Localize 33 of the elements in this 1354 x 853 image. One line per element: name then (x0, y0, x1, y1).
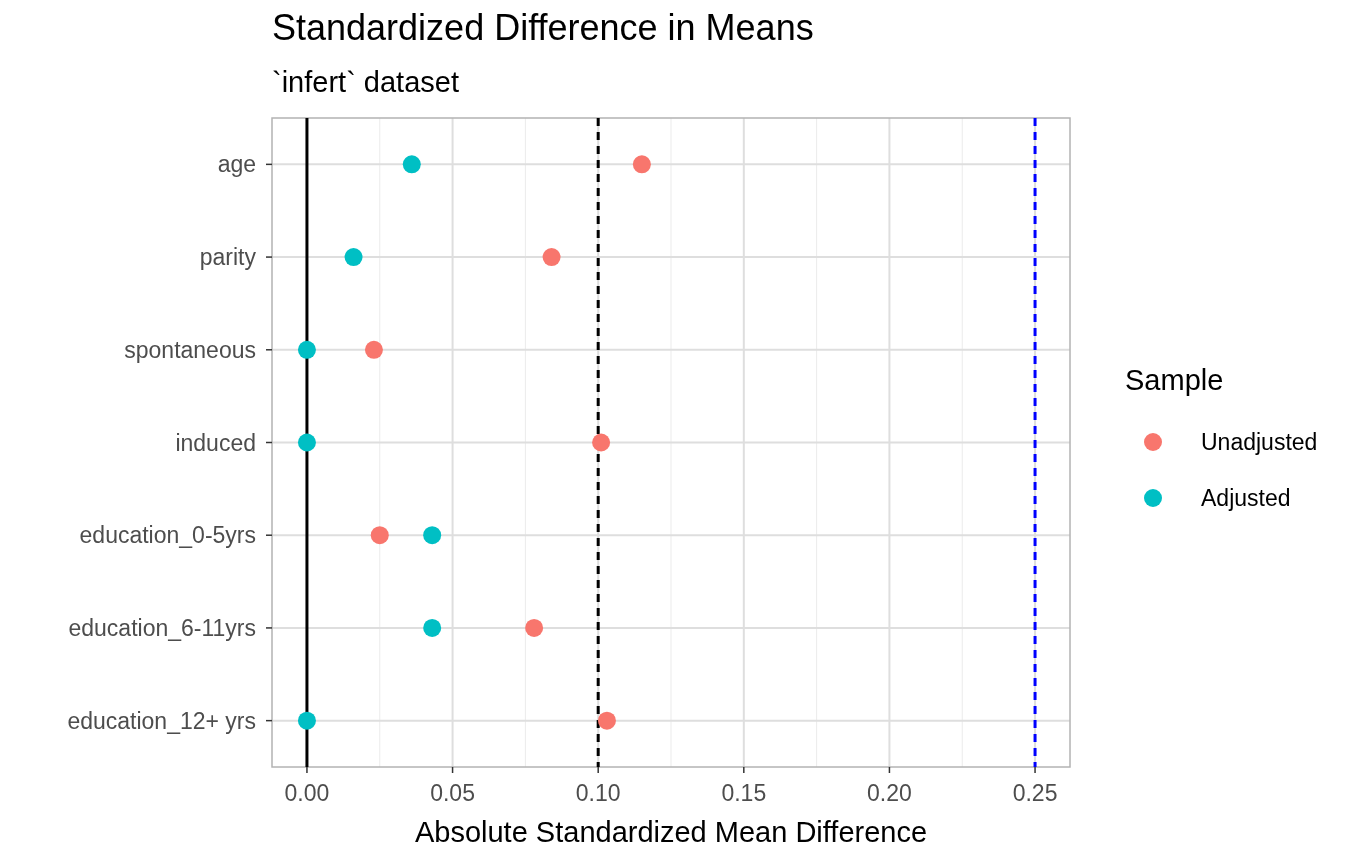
x-tick-label: 0.15 (721, 780, 767, 806)
x-tick-label: 0.25 (1012, 780, 1058, 806)
x-tick-label: 0.05 (430, 780, 475, 806)
point (297, 433, 316, 452)
point (632, 155, 651, 174)
y-tick-label: spontaneous (124, 336, 256, 363)
point (525, 618, 544, 637)
point (597, 711, 616, 730)
x-tick-label: 0.00 (284, 780, 330, 806)
point (423, 526, 442, 545)
x-tick-label: 0.20 (867, 780, 912, 806)
point (592, 433, 611, 452)
point (423, 618, 442, 637)
point (364, 340, 383, 359)
y-tick-label: age (217, 151, 256, 178)
y-tick-label: induced (175, 429, 256, 456)
y-tick-label: education_6-11yrs (68, 614, 256, 641)
point (297, 711, 316, 730)
x-tick-label: 0.10 (575, 780, 621, 806)
chart-title: Standardized Difference in Means (272, 7, 814, 48)
legend-title: Sample (1125, 364, 1224, 396)
x-axis-title: Absolute Standardized Mean Difference (414, 816, 928, 848)
y-tick-label: education_12+ yrs (67, 707, 256, 734)
legend-label: Unadjusted (1201, 429, 1318, 455)
y-tick-label: parity (199, 244, 257, 271)
point (402, 155, 421, 174)
point (297, 340, 316, 359)
point (344, 248, 363, 267)
legend-label: Adjusted (1201, 485, 1291, 511)
chart-subtitle: `infert` dataset (272, 66, 459, 98)
point (542, 248, 561, 267)
y-tick-label: education_0-5yrs (79, 522, 256, 549)
point (370, 526, 389, 545)
